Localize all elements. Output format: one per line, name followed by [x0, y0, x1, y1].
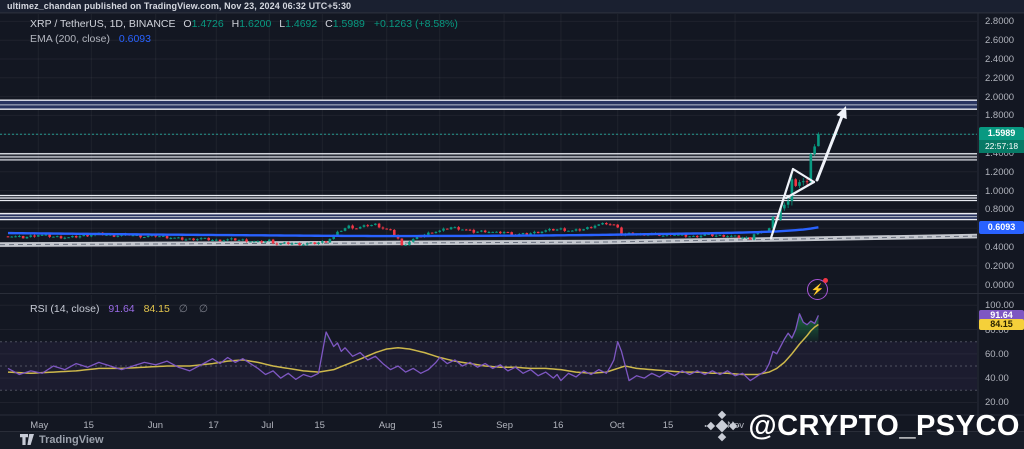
ema-value: 0.6093 — [118, 33, 151, 45]
time-axis-label: Jul — [261, 420, 274, 431]
price-axis-label: 0.8000 — [985, 204, 1015, 216]
time-axis-label: Oct — [609, 420, 625, 431]
bottom-toolbar — [0, 432, 1024, 449]
time-axis-label: 15 — [83, 420, 94, 431]
rsi-axis-label: 60.00 — [985, 348, 1009, 360]
rsi-label: RSI (14, close) — [30, 303, 100, 315]
time-axis-label: 16 — [552, 420, 564, 431]
low-value: 1.4692 — [285, 18, 318, 30]
price-axis-label: 2.0000 — [985, 91, 1015, 103]
time-axis-label: Sep — [496, 420, 513, 431]
rsi-axis-label: 40.00 — [985, 373, 1009, 385]
symbol-title: XRP / TetherUS, 1D, BINANCE — [30, 18, 176, 30]
notification-dot — [823, 278, 828, 283]
current-price-badge: 1.5989 22:57:18 — [979, 127, 1024, 154]
rsi-ma-value-badge: 84.15 — [979, 319, 1024, 330]
rsi-empty-flags: ∅ ∅ — [178, 303, 212, 315]
bar-countdown: 22:57:18 — [979, 140, 1024, 154]
time-axis-label: Aug — [378, 420, 396, 431]
tradingview-attribution[interactable]: TradingView — [20, 434, 104, 446]
change-value: +0.1263 (+8.58%) — [373, 18, 458, 30]
close-label: C — [325, 18, 333, 30]
time-axis-label: May — [30, 420, 49, 431]
ema-label: EMA (200, close) — [30, 33, 110, 45]
publish-bar: ultimez_chandan published on TradingView… — [0, 0, 1024, 13]
price-axis-label: 1.8000 — [985, 110, 1015, 122]
price-axis-label: 1.0000 — [985, 185, 1015, 197]
watermark-handle: @CRYPTO_PSYCO — [748, 409, 1020, 442]
rsi-axis-label: 20.00 — [985, 397, 1009, 409]
price-axis-label: 0.4000 — [985, 242, 1015, 253]
binance-diamond-icon — [704, 410, 740, 442]
price-axis-label: 1.2000 — [985, 166, 1015, 178]
symbol-legend[interactable]: XRP / TetherUS, 1D, BINANCE O1.4726 H1.6… — [30, 17, 458, 47]
time-axis[interactable]: May15Jun17Jul15Aug15Sep16Oct15Nov — [0, 417, 1024, 432]
rsi-ma-value: 84.15 — [143, 303, 170, 315]
price-axis-label: 0.2000 — [985, 260, 1015, 272]
high-label: H — [231, 18, 240, 30]
rsi-value: 91.64 — [108, 303, 135, 315]
open-label: O — [183, 18, 192, 30]
ohlc-row: XRP / TetherUS, 1D, BINANCE O1.4726 H1.6… — [30, 17, 458, 32]
close-value: 1.5989 — [332, 18, 365, 30]
price-axis-label: 1.4000 — [985, 148, 1015, 159]
rsi-legend[interactable]: RSI (14, close) 91.64 84.15 ∅ ∅ — [30, 303, 212, 315]
tradingview-logo-icon — [20, 434, 34, 445]
low-label: L — [279, 18, 286, 30]
rsi-value-badge: 91.64 — [979, 309, 1024, 321]
time-axis-label: 17 — [208, 420, 219, 431]
time-axis-label: 15 — [431, 420, 443, 431]
current-price-value: 1.5989 — [987, 128, 1016, 139]
open-value: 1.4726 — [191, 18, 224, 30]
time-axis-label: 15 — [314, 420, 325, 431]
price-axis-label: 2.4000 — [985, 54, 1015, 65]
high-value: 1.6200 — [239, 18, 272, 30]
ema-price-badge: 0.6093 — [979, 220, 1024, 234]
rsi-axis-label: 100.00 — [985, 300, 1015, 312]
boost-flash-icon[interactable]: ⚡ — [807, 278, 828, 300]
ema-row[interactable]: EMA (200, close) 0.6093 — [30, 32, 458, 47]
tradingview-brand-label: TradingView — [39, 434, 104, 446]
price-axis-label: 2.2000 — [985, 72, 1015, 84]
time-axis-label: 15 — [662, 420, 674, 431]
time-axis-label: Jun — [147, 420, 164, 431]
price-axis-label: 2.6000 — [985, 35, 1015, 47]
channel-watermark: @CRYPTO_PSYCO — [704, 408, 1020, 444]
price-axis-label: 0.0000 — [985, 279, 1015, 291]
price-axis-label: 2.8000 — [985, 16, 1015, 28]
rsi-axis-label: 80.00 — [985, 324, 1009, 336]
